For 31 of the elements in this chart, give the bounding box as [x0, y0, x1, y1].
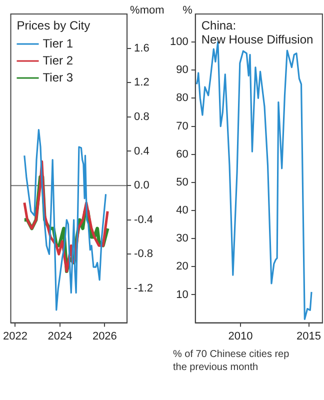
- legend-label: Tier 1: [42, 36, 74, 50]
- y-tick-label: 0.0: [134, 180, 150, 192]
- chart-title: Prices by City: [16, 18, 90, 32]
- y-tick-label: -0.4: [134, 214, 154, 226]
- legend-label: Tier 2: [42, 53, 74, 68]
- x-tick-label: 2010: [228, 330, 253, 342]
- y-tick-label: 50: [176, 176, 188, 188]
- y-tick-label: 80: [176, 92, 188, 104]
- y-tick-label: 0.8: [134, 110, 150, 123]
- x-tick-label: 2026: [92, 330, 117, 342]
- y-tick-label: 1.6: [134, 42, 150, 54]
- y-axis-title: %: [182, 4, 193, 17]
- y-tick-label: -1.2: [134, 282, 154, 295]
- y-tick-label: 30: [176, 232, 188, 245]
- y-tick-label: 20: [176, 260, 188, 273]
- y-tick-label: 60: [176, 148, 188, 160]
- y-tick-label: -0.8: [134, 248, 154, 260]
- y-tick-label: 90: [176, 64, 188, 76]
- y-tick-label: 0.4: [134, 145, 150, 158]
- y-tick-label: 40: [176, 204, 188, 217]
- y-tick-label: 1.2: [134, 76, 150, 89]
- x-tick-label: 2024: [48, 330, 72, 342]
- legend-label: Tier 3: [42, 70, 74, 84]
- text: % of 70 Chinese cities rep the previous month: [172, 348, 290, 374]
- x-tick-label: 2015: [296, 330, 322, 342]
- y-tick-label: 10: [176, 288, 188, 301]
- y-axis-title: %mom: [130, 4, 164, 17]
- text: China: New House Diffusion: [201, 18, 314, 46]
- y-tick-label: 70: [176, 120, 188, 132]
- y-tick-label: 100: [170, 36, 188, 48]
- x-tick-label: 2022: [2, 330, 28, 342]
